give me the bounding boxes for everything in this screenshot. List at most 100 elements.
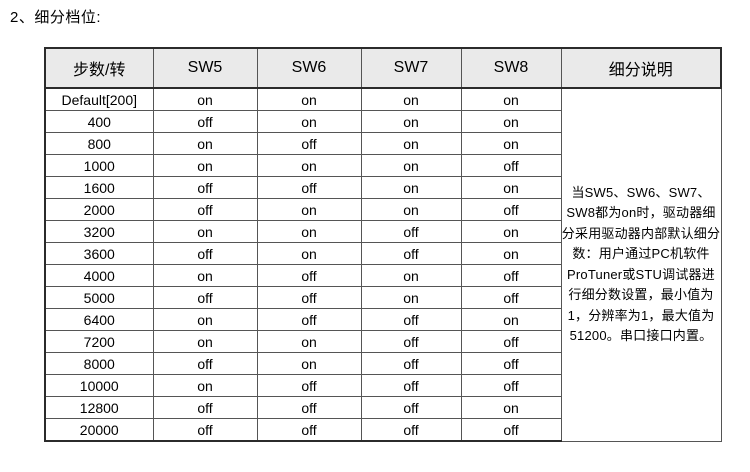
column-header-steps: 步数/转 [44,47,154,89]
cell-sw5: on [152,220,258,243]
cell-sw5: off [152,352,258,375]
cell-steps: 10000 [44,374,154,397]
column-header-description: 细分说明 [560,47,722,89]
cell-sw8: on [460,110,562,133]
table-row: 1600 off off on on [44,176,721,199]
cell-sw8: off [460,330,562,353]
cell-sw7: off [360,374,462,397]
table-row: 7200 on on off off [44,330,721,353]
table-row: 2000 off on on off [44,198,721,221]
cell-sw8: on [460,220,562,243]
cell-sw7: off [360,242,462,265]
table-row: 8000 off on off off [44,352,721,375]
cell-sw7: on [360,286,462,309]
cell-sw7: on [360,264,462,287]
cell-sw6: on [256,110,362,133]
table-row: 20000 off off off off [44,418,721,442]
cell-sw8: on [460,396,562,419]
column-header-sw5: SW5 [152,47,258,89]
cell-sw5: on [152,132,258,155]
cell-sw5: off [152,110,258,133]
cell-sw6: off [256,264,362,287]
cell-sw6: on [256,87,362,111]
table-row: 6400 on off off on [44,308,721,331]
cell-sw7: off [360,418,462,442]
cell-steps: Default[200] [44,87,154,111]
cell-sw8: off [460,154,562,177]
cell-sw6: on [256,352,362,375]
cell-steps: 5000 [44,286,154,309]
cell-sw6: off [256,286,362,309]
cell-steps: 1600 [44,176,154,199]
cell-sw5: on [152,264,258,287]
cell-sw5: off [152,396,258,419]
cell-sw6: on [256,242,362,265]
cell-steps: 6400 [44,308,154,331]
cell-sw8: on [460,308,562,331]
cell-steps: 3200 [44,220,154,243]
cell-sw6: off [256,418,362,442]
cell-sw8: off [460,198,562,221]
cell-sw7: on [360,154,462,177]
cell-sw8: on [460,176,562,199]
cell-sw5: on [152,330,258,353]
cell-steps: 400 [44,110,154,133]
cell-steps: 800 [44,132,154,155]
cell-sw7: off [360,396,462,419]
cell-sw5: on [152,374,258,397]
cell-sw7: off [360,352,462,375]
table-body: Default[200] on on on on 当SW5、SW6、SW7、SW… [44,87,722,442]
cell-sw6: off [256,374,362,397]
page-title: 2、细分档位: [10,9,102,26]
cell-sw5: on [152,87,258,111]
microstep-settings-table: 步数/转 SW5 SW6 SW7 SW8 细分说明 Default[200] o… [44,47,722,442]
table-row: 4000 on off on off [44,264,721,287]
cell-sw5: off [152,242,258,265]
microstep-table-container: 步数/转 SW5 SW6 SW7 SW8 细分说明 Default[200] o… [44,47,722,442]
cell-sw6: on [256,154,362,177]
cell-sw7: off [360,330,462,353]
column-header-sw6: SW6 [256,47,362,89]
cell-steps: 4000 [44,264,154,287]
cell-sw6: off [256,396,362,419]
cell-sw8: off [460,418,562,442]
cell-sw8: off [460,374,562,397]
cell-sw6: on [256,330,362,353]
table-row: 12800 off off off on [44,396,721,419]
cell-sw5: off [152,198,258,221]
cell-sw5: on [152,308,258,331]
cell-sw7: off [360,308,462,331]
cell-sw6: off [256,132,362,155]
cell-steps: 1000 [44,154,154,177]
cell-sw5: off [152,418,258,442]
column-header-sw8: SW8 [460,47,562,89]
cell-sw8: on [460,242,562,265]
cell-sw7: off [360,220,462,243]
table-row: Default[200] on on on on 当SW5、SW6、SW7、SW… [44,87,722,442]
cell-steps: 2000 [44,198,154,221]
cell-sw5: off [152,176,258,199]
cell-sw6: off [256,176,362,199]
cell-sw6: on [256,198,362,221]
cell-sw8: on [460,132,562,155]
cell-sw5: off [152,286,258,309]
cell-sw7: on [360,198,462,221]
cell-sw6: on [256,220,362,243]
column-header-sw7: SW7 [360,47,462,89]
cell-steps: 12800 [44,396,154,419]
cell-steps: 8000 [44,352,154,375]
cell-steps: 20000 [44,418,154,442]
cell-steps: 3600 [44,242,154,265]
table-row: 1000 on on on off [44,154,721,177]
cell-sw5: on [152,154,258,177]
cell-description: 当SW5、SW6、SW7、SW8都为on时，驱动器细分采用驱动器内部默认细分数：… [560,87,722,442]
cell-sw7: on [360,132,462,155]
cell-sw6: off [256,308,362,331]
cell-sw7: on [360,87,462,111]
table-header: 步数/转 SW5 SW6 SW7 SW8 细分说明 [44,47,722,89]
cell-sw7: on [360,176,462,199]
cell-sw8: off [460,286,562,309]
cell-sw8: off [460,264,562,287]
header-row: 步数/转 SW5 SW6 SW7 SW8 细分说明 [44,47,722,89]
description-text: 当SW5、SW6、SW7、SW8都为on时，驱动器细分采用驱动器内部默认细分数：… [561,184,721,344]
